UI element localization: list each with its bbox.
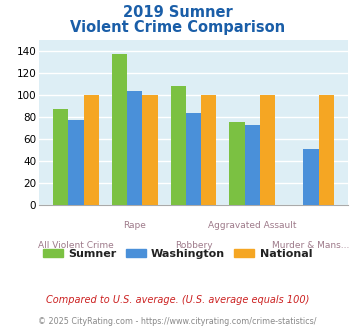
- Text: Compared to U.S. average. (U.S. average equals 100): Compared to U.S. average. (U.S. average …: [46, 295, 309, 305]
- Bar: [318, 95, 334, 205]
- Text: Aggravated Assault: Aggravated Assault: [208, 221, 296, 230]
- Bar: [260, 95, 275, 205]
- Text: Murder & Mans...: Murder & Mans...: [272, 241, 350, 250]
- Text: Robbery: Robbery: [175, 241, 212, 250]
- Bar: [112, 54, 127, 205]
- Legend: Sumner, Washington, National: Sumner, Washington, National: [38, 245, 317, 263]
- Bar: [303, 148, 318, 205]
- Bar: [142, 95, 158, 205]
- Bar: [69, 120, 84, 205]
- Bar: [84, 95, 99, 205]
- Bar: [186, 113, 201, 205]
- Text: © 2025 CityRating.com - https://www.cityrating.com/crime-statistics/: © 2025 CityRating.com - https://www.city…: [38, 317, 317, 326]
- Text: All Violent Crime: All Violent Crime: [38, 241, 114, 250]
- Bar: [127, 91, 142, 205]
- Bar: [229, 122, 245, 205]
- Text: Violent Crime Comparison: Violent Crime Comparison: [70, 20, 285, 35]
- Bar: [201, 95, 217, 205]
- Bar: [170, 86, 186, 205]
- Text: Rape: Rape: [123, 221, 146, 230]
- Text: 2019 Sumner: 2019 Sumner: [122, 5, 233, 20]
- Bar: [53, 109, 69, 205]
- Bar: [245, 125, 260, 205]
